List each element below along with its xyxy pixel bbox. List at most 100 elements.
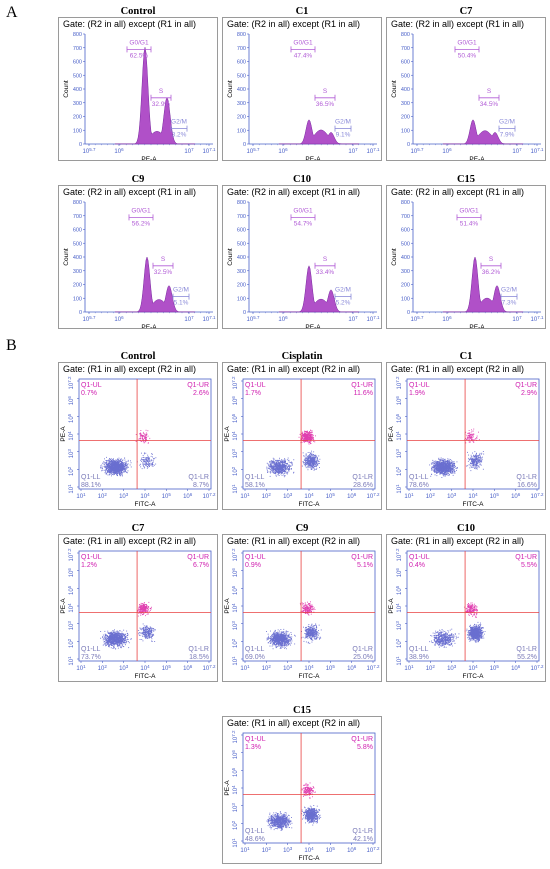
tick-label: 107 [348,147,358,155]
dot [442,466,444,468]
dot [446,468,448,470]
region-label: S [159,88,164,95]
dot [121,467,122,469]
dot [435,461,436,463]
dot [481,458,483,460]
dot [109,459,111,461]
dot [314,463,315,465]
dot [451,464,453,466]
dot [146,626,147,628]
dot [120,469,122,470]
dot [283,471,285,473]
dot [447,463,449,465]
dot [467,432,469,434]
dot [128,647,130,649]
dot [472,436,474,438]
dot [110,463,112,465]
dot [315,461,317,463]
dot [304,430,305,432]
dot [112,461,114,462]
dot [140,437,141,439]
dot [147,462,149,464]
dot [471,459,472,460]
dot [311,462,313,464]
dot [305,432,306,434]
dot [445,465,447,466]
dot [121,463,123,464]
dot [447,458,449,460]
dot [153,464,155,466]
tick-label: 106 [183,664,193,672]
dot [478,459,480,461]
dot [468,439,470,441]
region-label: S [489,256,494,263]
tick-label: 102 [426,492,436,500]
dot [444,462,446,463]
y-tick-label: 0 [79,142,82,148]
dot [144,463,145,465]
dot [448,467,450,469]
dot [476,435,478,437]
dot [144,437,145,439]
dot [309,460,311,462]
dot [117,467,119,469]
dot [270,465,271,467]
dot [438,468,440,470]
dot [107,472,109,474]
dot [450,459,452,460]
region-value: 5.1% [174,300,189,307]
dot [449,466,450,468]
x-axis-label: PE-A [469,156,485,161]
dot [121,472,123,474]
dot [436,475,438,477]
quadrant-lr-label: Q1-LR [188,474,209,481]
dot [436,467,438,469]
dot [111,465,113,467]
dot [119,466,121,468]
dot [275,464,277,466]
dot [453,471,455,473]
tick-label: 106 [231,396,239,406]
dot [145,439,147,440]
dot [271,465,273,467]
dot [109,465,111,467]
dot [435,467,437,469]
dot [306,460,308,462]
dot [310,461,312,463]
dot [480,458,481,460]
dot [454,471,456,473]
quadrant-ll-value: 58.1% [245,482,265,489]
tick-label: 106 [395,396,403,406]
dot [449,471,451,473]
dot [310,456,312,458]
dot [108,470,110,472]
dot [312,461,314,463]
tick-label: 105 [326,492,336,500]
dot [453,463,455,465]
dot [298,436,300,438]
dot [450,472,452,474]
dot [471,463,473,464]
dot [313,440,315,442]
dot [310,433,312,435]
dot [109,461,111,462]
region-label: G2/M [171,119,187,126]
dot [477,458,479,460]
dot [271,471,273,473]
dot [317,462,319,464]
dot [306,435,308,437]
dot [274,463,276,464]
dot [150,634,151,636]
dot [269,465,271,467]
dot [478,466,480,468]
gate-label: Gate: (R1 in all) except (R2 in all) [391,364,525,374]
dot [289,467,290,468]
tick-label: 105.7 [411,315,424,323]
dot [285,469,287,471]
dot [441,462,443,464]
dot [285,471,287,472]
dot [122,469,123,471]
dot [447,469,449,471]
panel-title: C7 [459,6,473,17]
dot [440,457,442,459]
